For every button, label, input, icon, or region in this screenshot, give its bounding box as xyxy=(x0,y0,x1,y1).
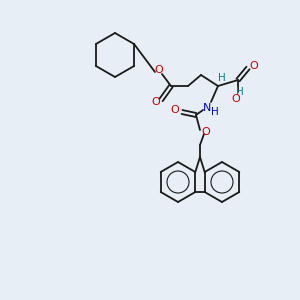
Text: N: N xyxy=(203,103,211,113)
Text: O: O xyxy=(171,105,179,115)
Text: H: H xyxy=(218,73,226,83)
Text: O: O xyxy=(250,61,258,71)
Text: O: O xyxy=(232,94,240,104)
Text: H: H xyxy=(236,87,244,97)
Text: H: H xyxy=(211,107,219,117)
Text: O: O xyxy=(202,127,210,137)
Text: O: O xyxy=(154,65,164,75)
Text: O: O xyxy=(152,97,160,107)
